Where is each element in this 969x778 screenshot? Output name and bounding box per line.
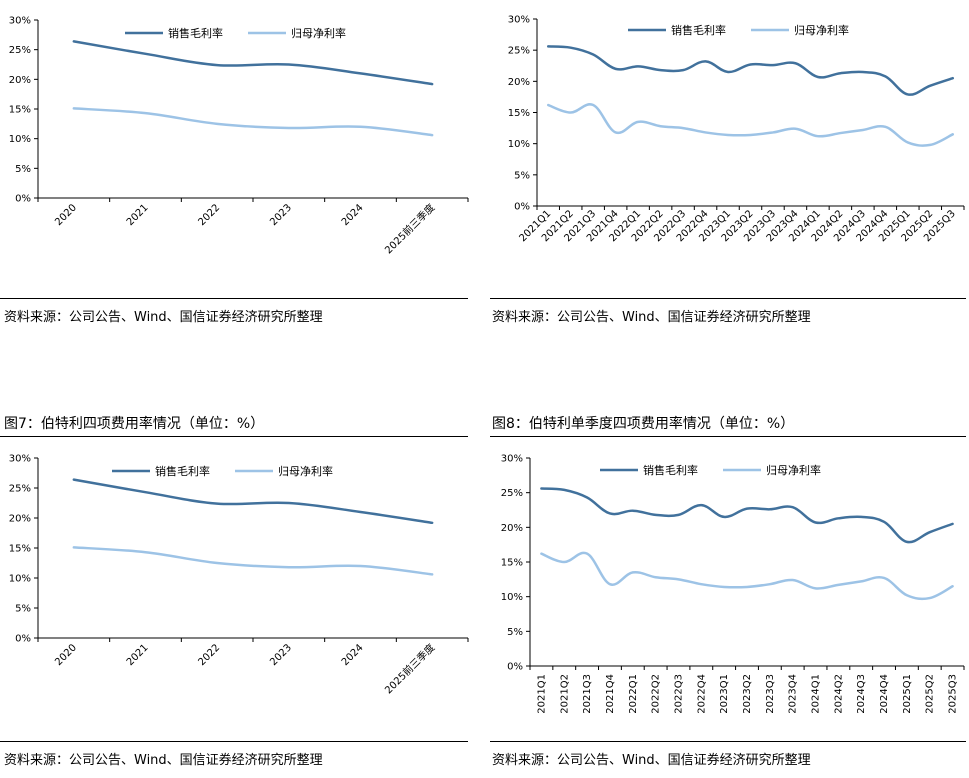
chart-quarterly-margins-figure-8: 0% 5% 10% 15% 20% 25% 30% 2021Q1 2021Q2 2021Q3 202… (501, 454, 965, 714)
source-divider-bottom-right (490, 741, 966, 742)
x-tick-label: 2024Q1 (811, 674, 822, 714)
chart-annual-margins-top: 0% 5% 10% 15% 20% 25% 30% 2020 2021 2022 2023 2024 2… (9, 16, 469, 256)
y-tick-label: 20% (9, 75, 31, 86)
x-tick-label: 2022 (197, 642, 223, 668)
figure-8-title: 图8：伯特利单季度四项费用率情况（单位：%） (492, 416, 795, 432)
chart-quarterly-margins-top: 0%5%10%15%20%25%30%2021Q12021Q22021Q3202… (508, 15, 965, 244)
y-tick-label: 20% (501, 523, 523, 534)
figure-7-title: 图7：伯特利四项费用率情况（单位：%） (4, 416, 265, 432)
legend-label: 归母净利率 (766, 463, 821, 477)
series-line-2 (546, 103, 955, 147)
x-tick-label: 2020 (53, 642, 79, 668)
y-tick-label: 25% (501, 488, 523, 499)
x-tick-label: 2023Q2 (742, 674, 753, 714)
x-tick-label: 2024Q4 (879, 674, 890, 714)
x-tick-label: 2021Q2 (559, 674, 570, 714)
x-tick-label: 2023Q4 (788, 674, 799, 714)
source-note-top-right: 资料来源：公司公告、Wind、国信证券经济研究所整理 (492, 310, 811, 325)
x-tick-label: 2021Q3 (582, 674, 593, 714)
y-tick-label: 0% (15, 194, 31, 205)
x-tick-label: 2022 (197, 202, 223, 228)
y-tick-label: 10% (501, 592, 523, 603)
series-line-1 (546, 45, 955, 96)
source-divider-top-right (490, 298, 966, 299)
y-tick-label: 15% (508, 108, 530, 119)
x-tick-label: 2024 (340, 202, 366, 228)
series-line-2 (72, 546, 434, 576)
y-tick-label: 10% (508, 139, 530, 150)
x-tick-label: 2024Q3 (856, 674, 867, 714)
legend-label: 销售毛利率 (155, 464, 210, 478)
x-tick-label: 2025Q3 (948, 674, 959, 714)
source-note-top-left: 资料来源：公司公告、Wind、国信证券经济研究所整理 (4, 310, 323, 325)
y-tick-label: 30% (501, 454, 523, 465)
x-tick-label: 2024Q2 (833, 674, 844, 714)
source-divider-bottom-left (0, 741, 468, 742)
legend-label: 销售毛利率 (671, 23, 726, 37)
legend-label: 销售毛利率 (168, 26, 223, 40)
y-tick-label: 15% (501, 558, 523, 569)
y-tick-label: 30% (9, 16, 31, 27)
title-divider-right (490, 436, 966, 437)
x-tick-label: 2021 (125, 202, 151, 228)
y-tick-label: 5% (514, 170, 530, 181)
y-tick-label: 5% (15, 164, 31, 175)
series-line-1 (540, 487, 954, 544)
y-tick-label: 25% (9, 484, 31, 495)
x-tick-label: 2025Q1 (902, 674, 913, 714)
source-note-bottom-left: 资料来源：公司公告、Wind、国信证券经济研究所整理 (4, 753, 323, 768)
legend-label: 销售毛利率 (643, 463, 698, 477)
x-tick-label: 2022Q1 (628, 674, 639, 714)
y-tick-label: 5% (15, 604, 31, 615)
x-tick-label: 2020 (53, 202, 79, 228)
x-tick-label: 2021Q4 (605, 674, 616, 714)
x-tick-label: 2022Q2 (651, 674, 662, 714)
y-tick-label: 25% (508, 46, 530, 57)
x-tick-label: 2024 (340, 642, 366, 668)
y-tick-label: 30% (9, 454, 31, 465)
y-tick-label: 5% (507, 627, 523, 638)
x-tick-label: 2021 (125, 642, 151, 668)
x-tick-label: 2023 (268, 202, 294, 228)
y-tick-label: 20% (9, 514, 31, 525)
x-tick-label: 2021Q1 (536, 674, 547, 714)
y-tick-label: 20% (508, 77, 530, 88)
series-line-1 (72, 40, 434, 86)
chart-annual-margins-figure-7: 0% 5% 10% 15% 20% 25% 30% 2020 2021 2022 2023 2024 2… (9, 454, 469, 696)
y-tick-label: 30% (508, 15, 530, 26)
x-tick-label: 2022Q4 (696, 674, 707, 714)
y-tick-label: 10% (9, 134, 31, 145)
source-note-bottom-right: 资料来源：公司公告、Wind、国信证券经济研究所整理 (492, 753, 811, 768)
series-line-2 (540, 551, 954, 601)
series-line-1 (72, 478, 434, 525)
y-tick-label: 15% (9, 544, 31, 555)
y-tick-label: 0% (15, 634, 31, 645)
y-tick-label: 0% (514, 202, 530, 213)
y-tick-label: 25% (9, 45, 31, 56)
y-tick-label: 10% (9, 574, 31, 585)
legend-label: 归母净利率 (794, 23, 849, 37)
legend-label: 归母净利率 (278, 464, 333, 478)
y-tick-label: 0% (507, 662, 523, 673)
y-tick-label: 15% (9, 105, 31, 116)
x-tick-label: 2025前三季度 (382, 201, 437, 256)
x-tick-label: 2025前三季度 (382, 641, 437, 696)
source-divider-top-left (0, 298, 468, 299)
x-tick-label: 2023 (268, 642, 294, 668)
x-tick-label: 2023Q1 (719, 674, 730, 714)
title-divider-left (0, 436, 468, 437)
legend-label: 归母净利率 (291, 26, 346, 40)
x-tick-label: 2025Q2 (925, 674, 936, 714)
x-tick-label: 2023Q3 (765, 674, 776, 714)
x-tick-label: 2022Q3 (673, 674, 684, 714)
series-line-2 (72, 107, 434, 137)
